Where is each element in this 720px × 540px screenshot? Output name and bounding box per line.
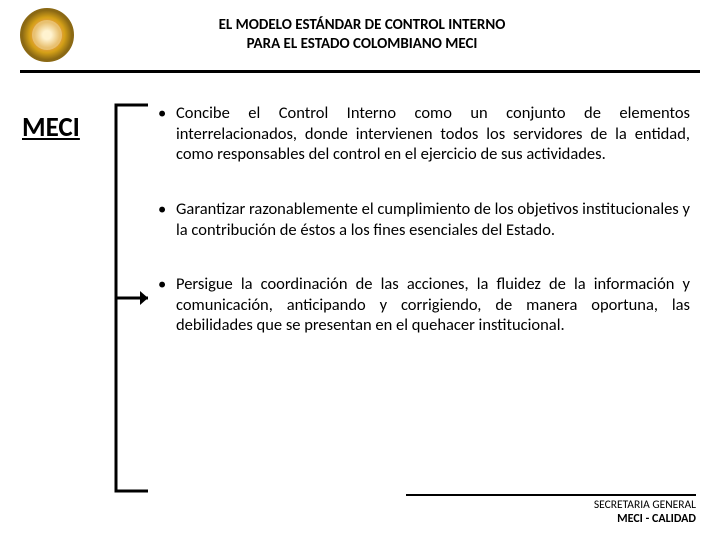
footer-program: MECI - CALIDAD	[406, 512, 696, 526]
left-column: MECI	[18, 103, 118, 370]
footer-rule	[406, 494, 696, 496]
bullet-text-2: Garantizar razonablemente el cumplimient…	[176, 199, 690, 240]
bullet-list: • Concibe el Control Interno como un con…	[118, 103, 690, 370]
header: EL MODELO ESTÁNDAR DE CONTROL INTERNO PA…	[0, 0, 720, 68]
bullet-item-1: • Concibe el Control Interno como un con…	[158, 103, 690, 165]
bullet-text-1: Concibe el Control Interno como un conju…	[176, 103, 690, 165]
bullet-item-2: • Garantizar razonablemente el cumplimie…	[158, 199, 690, 240]
bullet-mark-icon: •	[158, 103, 176, 165]
title-line-2: PARA EL ESTADO COLOMBIANO MECI	[74, 35, 650, 54]
footer: SECRETARIA GENERAL MECI - CALIDAD	[406, 494, 696, 526]
seal-logo	[20, 8, 74, 62]
meci-label: MECI	[18, 103, 118, 144]
bullet-text-3: Persigue la coordinación de las acciones…	[176, 274, 690, 336]
main-content: MECI • Concibe el Control Interno como u…	[0, 73, 720, 370]
title-block: EL MODELO ESTÁNDAR DE CONTROL INTERNO PA…	[74, 16, 700, 54]
title-line-1: EL MODELO ESTÁNDAR DE CONTROL INTERNO	[74, 16, 650, 35]
bullet-item-3: • Persigue la coordinación de las accion…	[158, 274, 690, 336]
bullet-mark-icon: •	[158, 274, 176, 336]
bracket-icon	[110, 103, 150, 493]
bullet-mark-icon: •	[158, 199, 176, 240]
footer-org: SECRETARIA GENERAL	[406, 498, 696, 512]
